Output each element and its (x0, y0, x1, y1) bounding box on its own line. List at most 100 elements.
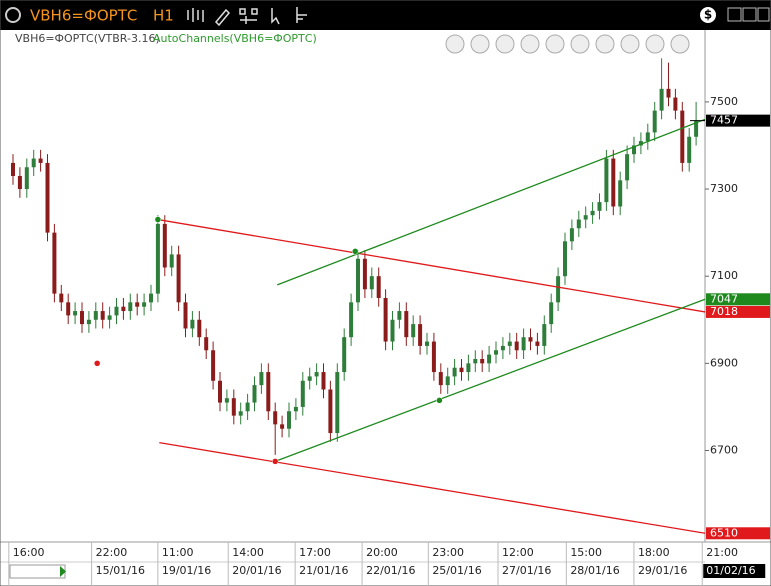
candle-body (356, 258, 360, 303)
candle-body (397, 311, 402, 320)
y-tick-label: 7100 (710, 269, 738, 282)
candle-body (590, 210, 595, 216)
price-tag-label: 6510 (710, 526, 738, 539)
nav-button[interactable] (570, 34, 590, 54)
indicator-icon[interactable] (296, 7, 307, 23)
candle-body (86, 319, 91, 325)
candle-body (694, 120, 699, 137)
y-tick-label: 6900 (710, 356, 738, 369)
channel-line (157, 218, 706, 313)
window-icon[interactable] (5, 7, 21, 23)
channel-line (159, 442, 706, 534)
candle-body (135, 302, 140, 307)
date-label: 01/02/16 (706, 564, 755, 577)
title-bar (0, 0, 771, 30)
nav-button[interactable] (670, 34, 690, 54)
candle-body (418, 324, 423, 346)
candle-body (514, 341, 519, 351)
candle-body (632, 145, 636, 155)
date-label: 20/01/16 (232, 564, 281, 577)
candle-body (252, 385, 257, 403)
date-label: 22/01/16 (366, 564, 415, 577)
candle-body (11, 162, 15, 176)
channel-anchor (436, 397, 443, 404)
candle-body (224, 398, 229, 403)
dollar-button[interactable] (700, 7, 716, 23)
x-tick-label: 23:00 (432, 546, 464, 559)
x-tick-label: 16:00 (13, 546, 45, 559)
channel-anchor (271, 458, 279, 465)
x-tick-label: 14:00 (232, 546, 264, 559)
candle-body (59, 293, 64, 303)
nav-button[interactable] (445, 34, 465, 54)
candle-body (369, 276, 374, 290)
candle-body (680, 110, 685, 163)
date-label: 21/01/16 (299, 564, 348, 577)
candle-body (197, 319, 202, 338)
candle-body (569, 228, 574, 242)
candle-body (142, 302, 147, 307)
candle-body (280, 424, 285, 429)
x-tick-label: 18:00 (638, 546, 670, 559)
candle-body (556, 276, 561, 303)
nav-button[interactable] (645, 34, 665, 54)
candle-body (162, 223, 167, 268)
y-tick-label: 7500 (710, 95, 738, 108)
candle-body (231, 398, 236, 416)
candle-body (583, 215, 588, 220)
candles-icon[interactable] (187, 8, 204, 22)
candle-body (549, 302, 554, 325)
candle-body (66, 302, 71, 316)
candle-body (307, 376, 312, 381)
price-tag (706, 527, 770, 540)
objects-icon[interactable] (239, 8, 258, 24)
nav-button[interactable] (470, 34, 490, 54)
candle-body (535, 341, 540, 346)
maximize-button[interactable] (742, 7, 757, 22)
date-label: 29/01/16 (638, 564, 687, 577)
draw-icon[interactable] (214, 8, 231, 27)
dollar-sign: $ (704, 8, 712, 22)
candle-body (528, 337, 533, 342)
nav-button[interactable] (520, 34, 540, 54)
nav-button[interactable] (620, 34, 640, 54)
candle-body (487, 354, 492, 364)
candle-body (645, 132, 650, 142)
candle-body (328, 389, 333, 434)
candle-body (349, 302, 354, 338)
nav-button[interactable] (595, 34, 615, 54)
candle-body (390, 319, 395, 342)
candle-body (611, 158, 616, 207)
scroll-arrow[interactable] (60, 566, 66, 577)
candle-body (625, 154, 630, 181)
x-tick-label: 17:00 (299, 546, 331, 559)
nav-button[interactable] (495, 34, 515, 54)
candle-body (314, 372, 319, 377)
candle-body (411, 324, 416, 338)
timeframe: H1 (153, 7, 174, 25)
indicator-name: AutoChannels(VBH6=ФОРТС) (153, 32, 317, 45)
candle-body (500, 345, 505, 351)
candle-body (155, 223, 160, 294)
candle-body (80, 311, 84, 325)
price-tag (706, 305, 770, 318)
candle-body (618, 180, 623, 207)
candle-body (473, 358, 478, 364)
candle-body (659, 88, 664, 111)
x-tick-label: 15:00 (570, 546, 602, 559)
nav-button[interactable] (545, 34, 565, 54)
candle-body (300, 380, 305, 407)
y-tick-label: 6700 (710, 443, 738, 456)
price-tag (706, 114, 770, 127)
candle-body (638, 141, 643, 146)
scrollbar[interactable] (9, 564, 66, 579)
candle-body (576, 219, 581, 229)
cursor-icon[interactable] (271, 8, 280, 25)
candle-body (38, 158, 43, 163)
close-button[interactable] (757, 7, 770, 22)
x-tick-label: 20:00 (366, 546, 398, 559)
symbol: VBH6=ФОРТС (30, 7, 137, 25)
minimize-button[interactable] (727, 7, 742, 22)
candle-body (521, 337, 526, 351)
